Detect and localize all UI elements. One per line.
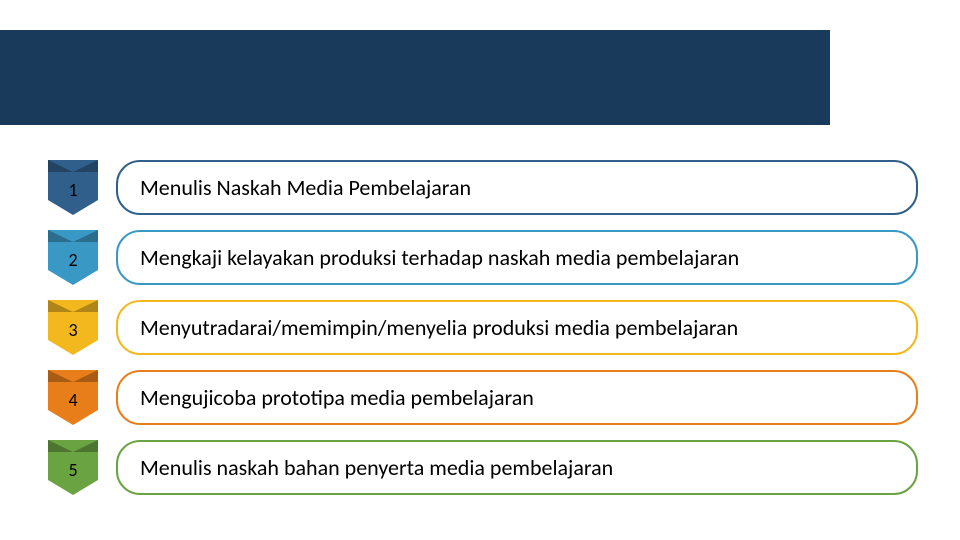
step-text: Menyutradarai/memimpin/menyelia produksi…	[140, 314, 738, 341]
step-row: 5 Menulis naskah bahan penyerta media pem…	[48, 440, 918, 495]
step-text: Menulis naskah bahan penyerta media pemb…	[140, 454, 613, 481]
chevron-badge: 3	[48, 300, 98, 355]
step-number: 3	[68, 319, 77, 341]
step-number: 4	[68, 389, 77, 411]
chevron-badge: 5	[48, 440, 98, 495]
step-pill: Mengkaji kelayakan produksi terhadap nas…	[116, 230, 918, 285]
step-row: 3 Menyutradarai/memimpin/menyelia produks…	[48, 300, 918, 355]
step-number: 2	[68, 249, 77, 271]
page-title: Produksi Media Pembelajaran	[48, 57, 471, 98]
step-text: Mengujicoba prototipa media pembelajaran	[140, 384, 534, 411]
step-text: Mengkaji kelayakan produksi terhadap nas…	[140, 244, 739, 271]
step-pill: Menulis naskah bahan penyerta media pemb…	[116, 440, 918, 495]
chevron-badge: 2	[48, 230, 98, 285]
step-row: 1 Menulis Naskah Media Pembelajaran	[48, 160, 918, 215]
step-text: Menulis Naskah Media Pembelajaran	[140, 174, 471, 201]
step-row: 4 Mengujicoba prototipa media pembelajara…	[48, 370, 918, 425]
step-pill: Menulis Naskah Media Pembelajaran	[116, 160, 918, 215]
step-number: 1	[68, 179, 77, 201]
steps-list: 1 Menulis Naskah Media Pembelajaran 2 Mengk…	[48, 160, 918, 510]
step-number: 5	[68, 459, 77, 481]
title-banner: Produksi Media Pembelajaran	[0, 30, 830, 125]
step-pill: Menyutradarai/memimpin/menyelia produksi…	[116, 300, 918, 355]
step-row: 2 Mengkaji kelayakan produksi terhadap na…	[48, 230, 918, 285]
step-pill: Mengujicoba prototipa media pembelajaran	[116, 370, 918, 425]
chevron-badge: 1	[48, 160, 98, 215]
chevron-badge: 4	[48, 370, 98, 425]
